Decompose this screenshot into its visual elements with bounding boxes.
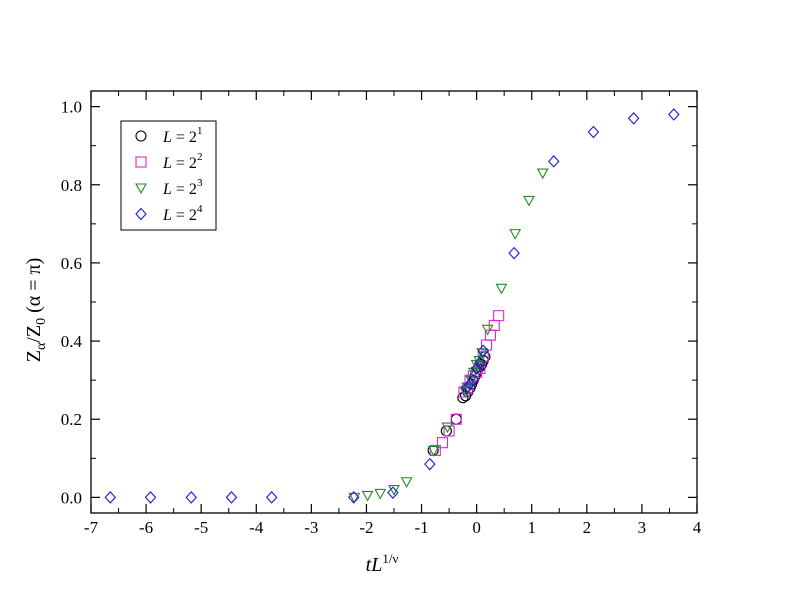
- diamond-point: [185, 491, 198, 504]
- x-tick-label: 3: [638, 518, 647, 537]
- x-axis-label: tL1/ν: [366, 551, 399, 576]
- diamond-point: [627, 112, 640, 125]
- diamond-point: [548, 155, 560, 168]
- triangle-down-point: [374, 488, 387, 500]
- x-tick-labels: -7 -6 -5 -4 -3 -2 -1 0 1 2 3 4: [84, 518, 702, 537]
- legend-label: L = 23: [162, 177, 203, 198]
- x-tick-label: -1: [414, 518, 428, 537]
- legend: L = 21 L = 22 L = 23 L = 24: [120, 120, 217, 231]
- x-tick-label: 1: [527, 518, 536, 537]
- square-point: [493, 310, 505, 322]
- diamond-point: [348, 491, 360, 504]
- y-tick-label: 0.2: [61, 410, 82, 429]
- legend-triangle-down-marker: [135, 183, 147, 195]
- diamond-point: [144, 491, 157, 504]
- axis-ticks: [90, 91, 698, 513]
- y-tick-label: 0.4: [61, 332, 83, 351]
- y-tick-labels: 0.0 0.2 0.4 0.6 0.8 1.0: [61, 98, 83, 508]
- diamond-point: [225, 491, 238, 504]
- diamond-point: [467, 373, 480, 387]
- y-tick-label: 1.0: [61, 98, 82, 117]
- square-point: [436, 437, 449, 449]
- triangle-down-point: [427, 445, 440, 457]
- x-axis-label-exponent: 1/ν: [382, 551, 398, 566]
- diamond-point: [668, 108, 680, 121]
- triangle-down-point: [476, 348, 489, 359]
- diamond-point: [508, 246, 520, 260]
- diamond-point: [470, 362, 483, 375]
- data-points: [104, 108, 680, 504]
- x-tick-label: -3: [304, 518, 318, 537]
- x-tick-label: -4: [249, 518, 264, 537]
- triangle-down-point: [536, 168, 549, 180]
- legend-label: L = 22: [162, 151, 202, 172]
- square-point: [464, 374, 476, 386]
- legend-circle-marker: [135, 130, 147, 142]
- x-tick-label: -6: [139, 518, 153, 537]
- diamond-point: [424, 457, 436, 471]
- y-axis-label: Zα/Z0 (α = π): [23, 258, 49, 363]
- square-point: [484, 329, 496, 341]
- triangle-down-point: [361, 490, 374, 502]
- x-tick-label: 0: [472, 518, 481, 537]
- triangle-down-point: [388, 485, 400, 496]
- legend-diamond-marker: [135, 207, 147, 221]
- triangle-down-point: [348, 492, 361, 504]
- y-tick-label: 0.6: [61, 254, 82, 273]
- x-tick-label: -5: [194, 518, 208, 537]
- triangle-down-point: [400, 477, 413, 488]
- x-tick-label: 4: [693, 518, 702, 537]
- diamond-point: [265, 491, 278, 504]
- series-3: [348, 168, 549, 504]
- series-4: [104, 108, 680, 504]
- x-axis-label-main: tL: [366, 554, 383, 576]
- x-tick-label: -2: [359, 518, 373, 537]
- diamond-point: [587, 125, 600, 139]
- square-point: [443, 425, 455, 437]
- x-tick-label: -7: [84, 518, 99, 537]
- triangle-down-point: [523, 195, 535, 207]
- diamond-point: [104, 491, 117, 504]
- legend-square-marker: [135, 156, 147, 168]
- legend-label: L = 24: [162, 203, 203, 224]
- y-tick-label: 0.0: [61, 488, 82, 507]
- triangle-down-point: [509, 229, 522, 240]
- triangle-down-point: [495, 283, 508, 295]
- legend-label: L = 21: [162, 125, 202, 146]
- diamond-point: [460, 381, 473, 395]
- diamond-point: [464, 377, 476, 391]
- diamond-point: [474, 356, 486, 369]
- y-tick-label: 0.8: [61, 176, 82, 195]
- square-point: [450, 413, 462, 425]
- diamond-point: [387, 486, 399, 499]
- triangle-down-point: [481, 324, 494, 336]
- triangle-down-point: [441, 422, 454, 434]
- diamond-point: [477, 344, 489, 358]
- x-tick-label: 2: [583, 518, 592, 537]
